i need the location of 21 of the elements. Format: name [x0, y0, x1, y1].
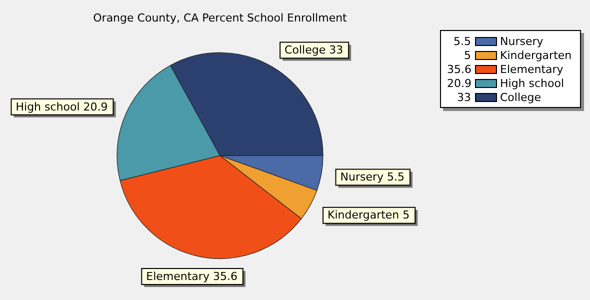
text: 33	[457, 90, 471, 104]
text: 5	[464, 48, 471, 62]
data-label: 5.5	[387, 170, 405, 184]
slice-label: Elementary	[146, 270, 210, 283]
data-label: 20.9	[83, 100, 108, 114]
legend-label: Nursery	[500, 34, 544, 48]
slice-label: Kindergarten	[328, 208, 400, 222]
legend-label: Kindergarten	[500, 48, 572, 62]
legend-label: High school	[500, 76, 564, 90]
text: 20.9	[447, 76, 472, 90]
slice-label: Nursery	[340, 170, 384, 184]
slice-label: High school	[16, 100, 80, 114]
data-label: 33	[329, 44, 344, 57]
slice-label: College	[284, 44, 326, 57]
data-label: 35.6	[212, 270, 238, 283]
legend-label: College	[500, 90, 542, 104]
text: 35.6	[447, 62, 472, 76]
chart-title: Orange County, CA Percent School Enrollment	[93, 11, 348, 24]
data-label: 5	[402, 208, 410, 222]
legend-label: Elementary	[500, 62, 564, 76]
text: 5.5	[454, 34, 471, 48]
